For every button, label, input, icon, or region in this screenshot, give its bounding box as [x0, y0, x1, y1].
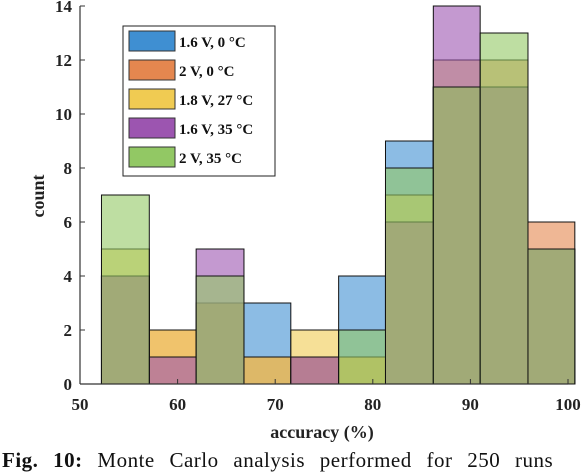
y-tick-label: 10 — [55, 105, 72, 124]
figure-caption-text: Monte Carlo analysis performed for 250 r… — [97, 448, 554, 472]
y-tick-label: 2 — [64, 321, 73, 340]
y-tick-label: 14 — [55, 0, 73, 16]
legend-entry: 1.6 V, 0 °C — [179, 35, 246, 51]
y-tick-label: 4 — [64, 267, 73, 286]
legend-entry: 1.8 V, 27 °C — [179, 93, 253, 109]
figure-caption-label: Fig. 10: — [2, 448, 83, 472]
bar-series-5-bin-10 — [527, 248, 576, 385]
legend: 1.6 V, 0 °C 2 V, 0 °C 1.8 V, 27 °C 1.6 V, 3… — [122, 25, 276, 177]
bar-series-4-bin-2 — [148, 356, 197, 385]
legend-swatch — [128, 59, 176, 81]
bar-series-4-bin-5 — [290, 356, 340, 385]
y-tick-label: 12 — [55, 51, 72, 70]
histogram-bars — [100, 5, 576, 385]
y-axis-label: count — [28, 174, 48, 217]
y-tick-label: 6 — [64, 213, 73, 232]
legend-entry: 2 V, 0 °C — [179, 64, 234, 80]
figure-caption: Fig. 10: Monte Carlo analysis performed … — [2, 448, 582, 473]
x-tick-label: 100 — [555, 395, 581, 414]
y-tick-label: 8 — [64, 159, 73, 178]
legend-swatch — [128, 146, 176, 168]
bar-series-5-bin-9 — [479, 32, 529, 385]
bar-series-3-bin-4 — [243, 356, 292, 385]
bar-series-5-bin-7 — [384, 167, 434, 385]
histogram-chart: 50 60 70 80 90 100 0 2 4 6 8 10 12 14 accuracy (%) c… — [28, 0, 581, 443]
x-axis-label: accuracy (%) — [270, 422, 373, 443]
x-tick-label: 70 — [267, 395, 284, 414]
x-tick-label: 50 — [72, 395, 89, 414]
x-tick-label: 90 — [462, 395, 479, 414]
legend-swatch — [128, 88, 176, 110]
bar-series-5-bin-6 — [338, 329, 386, 385]
legend-entry: 2 V, 35 °C — [179, 151, 242, 167]
x-tick-label: 60 — [169, 395, 186, 414]
bar-series-5-bin-1 — [100, 194, 150, 385]
legend-entry: 1.6 V, 35 °C — [179, 122, 253, 138]
bar-series-5-bin-8 — [432, 86, 481, 385]
axes — [79, 5, 569, 385]
x-tick-label: 80 — [364, 395, 381, 414]
y-tick-label: 0 — [64, 375, 73, 394]
y-tick-labels: 0 2 4 6 8 10 12 14 — [55, 0, 73, 394]
legend-swatch — [128, 117, 176, 139]
x-tick-labels: 50 60 70 80 90 100 — [72, 395, 581, 414]
legend-swatch — [128, 30, 176, 52]
bar-series-5-bin-3 — [195, 275, 245, 385]
